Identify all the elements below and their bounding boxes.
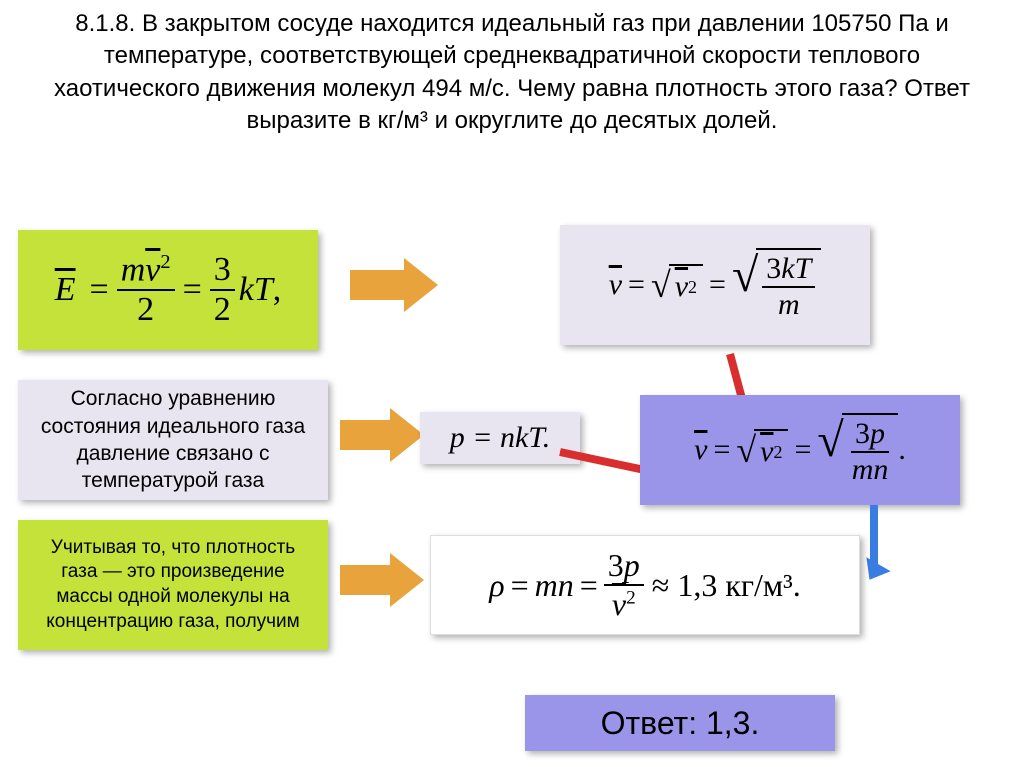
arrow-blue-icon	[870, 505, 878, 565]
formula-p-nkt: p = nkT.	[420, 412, 580, 464]
formula-v-p: v = √v2 = √ 3p mn .	[640, 395, 960, 505]
problem-statement: 8.1.8. В закрытом сосуде находится идеал…	[30, 8, 994, 138]
formula-v-kt: v = √v2 = √ 3kT m	[560, 225, 870, 345]
answer-box: Ответ: 1,3.	[525, 695, 835, 751]
text-density: Учитывая то, что плотность газа — это пр…	[18, 520, 328, 650]
formula-rho: ρ = mn = 3p v2 ≈ 1,3 кг/м³.	[430, 535, 860, 635]
formula-energy: E = mv2 2 = 3 2 kT,	[18, 230, 318, 350]
rho-approx: ≈ 1,3 кг/м³.	[652, 567, 801, 604]
text-ideal-gas: Согласно уравнению состояния идеального …	[18, 380, 328, 500]
